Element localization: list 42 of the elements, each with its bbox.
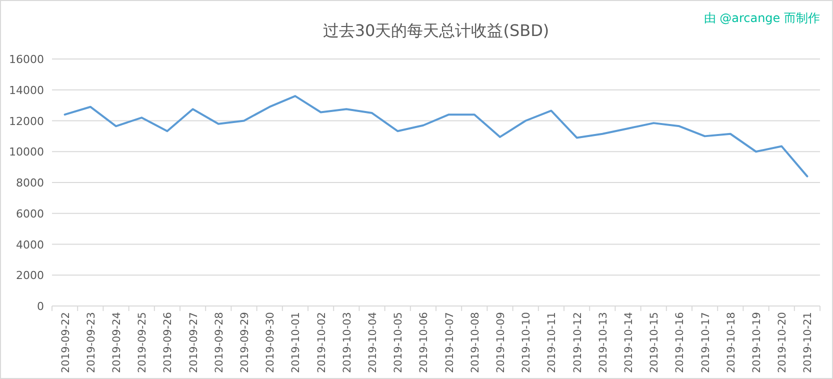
x-tick-label: 2019-09-24 [111,312,123,374]
y-tick-label: 2000 [16,269,44,282]
x-tick-label: 2019-09-23 [85,312,98,374]
x-tick-label: 2019-10-14 [623,312,635,374]
x-tick-label: 2019-10-06 [418,312,430,374]
x-tick-label: 2019-10-17 [700,312,712,374]
x-tick-label: 2019-10-04 [367,312,379,374]
text: 由 @arcange 而制作 [704,11,820,25]
x-tick-label: 2019-09-30 [264,312,277,374]
x-tick-label: 2019-09-25 [136,312,149,374]
x-tick-label: 2019-10-21 [802,312,814,374]
chart-title: 过去30天的每天总计收益(SBD) [322,21,550,40]
x-tick-label: 2019-10-18 [725,312,738,374]
x-tick-label: 2019-10-19 [751,312,763,374]
y-tick-label: 6000 [16,207,44,220]
x-tick-label: 2019-09-28 [213,312,226,374]
x-tick-label: 2019-10-05 [392,312,405,374]
y-tick-label: 14000 [9,84,44,97]
x-tick-label: 2019-09-22 [60,312,72,374]
x-tick-label: 2019-09-27 [188,312,200,374]
x-tick-label: 2019-10-12 [572,312,584,374]
x-tick-label: 2019-10-02 [316,312,328,374]
y-tick-label: 4000 [16,238,44,252]
x-tick-label: 2019-10-01 [290,312,302,374]
y-tick-label: 10000 [9,146,44,159]
y-tick-label: 8000 [16,176,44,190]
x-tick-label: 2019-10-09 [495,312,507,374]
x-tick-label: 2019-10-16 [674,312,686,374]
y-tick-label: 0 [37,300,44,313]
x-tick-label: 2019-10-13 [597,312,610,374]
y-tick-label: 16000 [9,53,44,66]
x-tick-label: 2019-10-11 [546,312,558,374]
x-tick-label: 2019-10-20 [776,312,789,374]
y-tick-label: 12000 [9,114,44,128]
x-tick-label: 2019-10-08 [469,312,482,374]
x-tick-label: 2019-09-26 [162,312,174,374]
x-tick-label: 2019-10-15 [648,312,661,374]
x-tick-label: 2019-10-10 [520,312,533,374]
x-tick-label: 2019-09-29 [239,312,251,374]
x-tick-label: 2019-10-07 [444,312,456,374]
line-series [64,95,808,178]
x-tick-label: 2019-10-03 [341,312,354,374]
